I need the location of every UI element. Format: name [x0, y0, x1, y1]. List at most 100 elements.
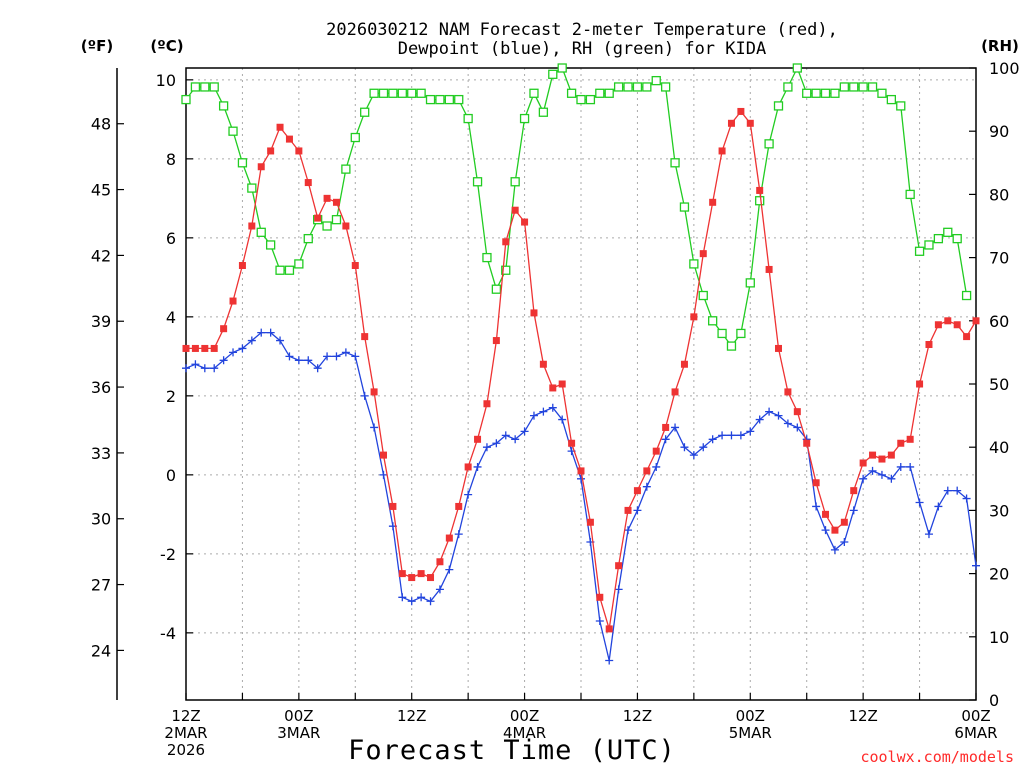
data-point-marker: [717, 328, 727, 339]
celsius-tick-label: 4: [166, 308, 176, 327]
data-point-marker: [360, 391, 369, 400]
data-point-marker: [361, 333, 369, 341]
data-point-marker: [314, 214, 322, 222]
data-point-marker: [783, 419, 792, 428]
data-point-marker: [792, 63, 802, 73]
data-point-marker: [615, 562, 623, 570]
rh-tick-label: 30: [989, 501, 1009, 520]
data-point-marker: [906, 435, 914, 443]
data-point-marker: [229, 348, 238, 357]
x-tick-label: 00Z: [961, 707, 990, 725]
fahrenheit-tick-label: 48: [91, 115, 111, 134]
data-point-marker: [558, 380, 566, 388]
data-point-marker: [718, 147, 726, 155]
data-point-marker: [464, 463, 472, 471]
data-point-marker: [670, 158, 680, 168]
data-point-marker: [652, 462, 661, 471]
data-point-marker: [802, 88, 812, 98]
data-point-marker: [389, 502, 397, 510]
data-point-marker: [689, 259, 699, 269]
data-point-marker: [933, 233, 944, 244]
data-point-marker: [906, 462, 915, 471]
data-point-marker: [237, 158, 248, 168]
series-line: [185, 66, 968, 348]
x-tick-label: 2026: [167, 741, 205, 759]
data-point-marker: [822, 510, 830, 518]
data-point-marker: [934, 321, 942, 329]
data-point-marker: [341, 164, 351, 174]
data-point-marker: [943, 227, 953, 237]
data-point-marker: [219, 356, 228, 365]
celsius-tick-label: -2: [160, 545, 176, 564]
x-axis-title: Forecast Time (UTC): [348, 735, 676, 766]
data-point-marker: [455, 502, 463, 510]
data-point-marker: [228, 126, 238, 136]
data-point-marker: [181, 94, 191, 105]
data-point-marker: [427, 574, 435, 582]
data-point-marker: [510, 177, 520, 187]
data-point-marker: [793, 423, 802, 432]
data-point-marker: [530, 309, 538, 317]
data-point-marker: [436, 558, 444, 566]
chart-title-line-1: 2026030212 NAM Forecast 2-meter Temperat…: [326, 20, 838, 40]
data-point-marker: [924, 240, 934, 250]
data-point-marker: [586, 518, 594, 526]
data-point-marker: [444, 94, 454, 105]
data-point-marker: [266, 328, 275, 337]
data-point-marker: [539, 360, 547, 368]
fahrenheit-tick-label: 30: [91, 510, 111, 529]
data-point-marker: [548, 403, 557, 412]
data-point-marker: [201, 344, 209, 352]
data-point-marker: [568, 439, 576, 447]
data-point-marker: [850, 487, 858, 495]
data-point-marker: [256, 227, 266, 237]
data-point-marker: [708, 435, 717, 444]
data-point-marker: [379, 470, 388, 479]
data-point-marker: [472, 177, 483, 187]
data-point-marker: [332, 198, 340, 206]
data-point-marker: [662, 423, 670, 431]
fahrenheit-tick-label: 24: [91, 641, 111, 660]
data-point-marker: [877, 88, 887, 98]
data-point-marker: [191, 360, 200, 369]
data-point-marker: [755, 196, 765, 206]
data-point-marker: [313, 364, 322, 373]
data-point-marker: [294, 259, 304, 269]
data-point-marker: [727, 119, 735, 127]
data-point-marker: [248, 222, 256, 230]
data-point-marker: [220, 325, 228, 333]
data-point-marker: [679, 202, 690, 212]
data-point-marker: [398, 593, 407, 602]
data-point-marker: [454, 94, 464, 105]
data-point-marker: [859, 459, 867, 467]
data-point-marker: [624, 506, 632, 514]
data-point-marker: [210, 364, 219, 373]
celsius-tick-label: 10: [156, 71, 176, 90]
data-point-marker: [416, 88, 426, 98]
data-point-marker: [342, 222, 350, 230]
data-point-marker: [577, 474, 585, 483]
data-point-marker: [445, 534, 453, 542]
data-point-marker: [474, 435, 482, 443]
celsius-tick-label: 2: [166, 387, 176, 406]
data-point-marker: [821, 526, 830, 535]
data-point-marker: [614, 585, 623, 594]
data-point-marker: [464, 490, 473, 499]
data-point-marker: [914, 246, 925, 256]
data-point-marker: [502, 238, 510, 246]
data-point-marker: [529, 88, 539, 98]
data-point-marker: [642, 482, 651, 491]
data-point-marker: [463, 113, 473, 124]
data-point-marker: [557, 63, 567, 73]
data-point-marker: [191, 344, 199, 352]
data-point-marker: [388, 88, 398, 98]
data-point-marker: [407, 88, 417, 98]
x-tick-label: 5MAR: [729, 724, 772, 742]
data-point-marker: [511, 206, 519, 214]
data-point-marker: [407, 597, 416, 606]
x-tick-label: 12Z: [848, 707, 877, 725]
data-point-marker: [218, 101, 229, 111]
data-point-marker: [633, 487, 641, 495]
data-point-marker: [972, 317, 980, 325]
